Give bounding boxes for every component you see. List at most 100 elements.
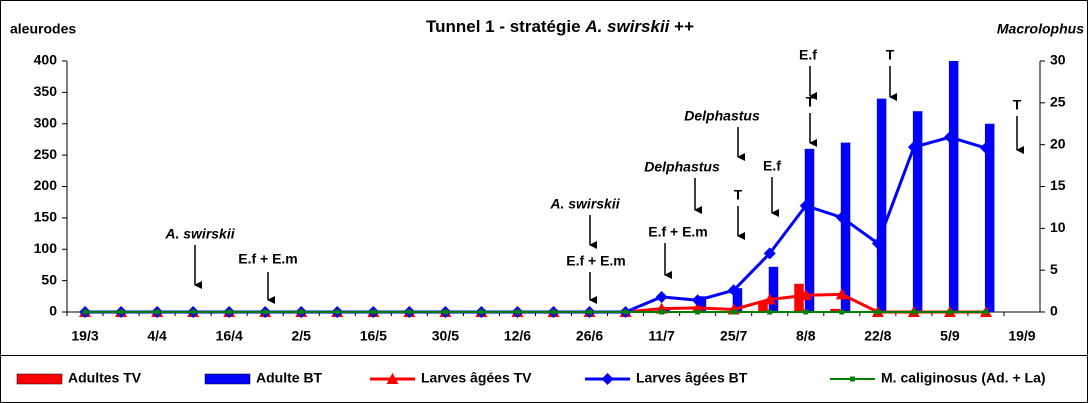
line-marker [370, 309, 376, 315]
annotation: A. swirskii [164, 226, 235, 242]
line-marker [190, 309, 196, 315]
line [85, 292, 986, 314]
x-tick-label: 25/7 [720, 328, 747, 344]
line-marker [334, 309, 340, 315]
line-marker [907, 141, 920, 154]
bar [948, 61, 959, 312]
line-marker [767, 309, 773, 315]
line-marker [623, 309, 629, 315]
chart-title: Tunnel 1 - stratégie A. swirskii ++ [426, 17, 694, 36]
line-marker [763, 247, 776, 260]
x-tick-label: 2/5 [292, 328, 312, 344]
annotation: E.f [763, 158, 781, 174]
line-marker [478, 309, 484, 315]
annotation: E.f + E.m [566, 253, 626, 269]
line-marker [587, 309, 593, 315]
annotation: Delphastus [644, 159, 720, 175]
legend-label: M. caliginosus (Ad. + La) [881, 370, 1046, 386]
annotation: E.f + E.m [238, 251, 298, 267]
y2-tick-label: 5 [1050, 261, 1058, 277]
y-tick-label: 0 [49, 303, 57, 319]
annotation: T [806, 94, 815, 110]
annotation: T [734, 187, 743, 203]
line-marker [262, 309, 268, 315]
line-marker [695, 309, 701, 315]
y2-tick-label: 15 [1050, 177, 1066, 193]
legend-label: Larves âgées BT [636, 370, 748, 386]
line-marker [655, 290, 668, 303]
line-marker [799, 289, 812, 301]
y-tick-label: 100 [34, 240, 58, 256]
y-tick-label: 200 [34, 177, 58, 193]
annotation: T [886, 47, 895, 63]
line-marker [983, 309, 989, 315]
bar [830, 308, 840, 312]
legend-marker [386, 373, 399, 384]
x-tick-label: 8/8 [796, 328, 816, 344]
line-marker [803, 309, 809, 315]
bar [912, 111, 923, 312]
bar [794, 283, 804, 312]
line-marker [835, 288, 848, 300]
bar [758, 302, 768, 312]
x-tick-label: 26/6 [576, 328, 603, 344]
annotation: E.f + E.m [648, 224, 708, 240]
annotation: T [1013, 97, 1022, 113]
y2-tick-label: 20 [1050, 135, 1066, 151]
y2-tick-label: 25 [1050, 94, 1066, 110]
line-marker [763, 293, 776, 305]
line [85, 135, 987, 314]
y-axis-title: aleurodes [10, 21, 76, 37]
line-marker [731, 309, 737, 315]
line-marker [406, 309, 412, 315]
line-marker [655, 302, 668, 314]
legend-marker [850, 376, 855, 382]
line-marker [691, 301, 704, 313]
line-marker [875, 309, 881, 315]
x-tick-label: 30/5 [432, 328, 459, 344]
x-tick-label: 11/7 [648, 328, 675, 344]
line-marker [871, 237, 884, 250]
bar [876, 98, 887, 313]
x-tick-label: 16/5 [360, 328, 387, 344]
bar [732, 288, 743, 312]
bar [696, 296, 707, 312]
annotation: Delphastus [684, 108, 760, 124]
line-marker [839, 309, 845, 315]
line-marker [947, 309, 953, 315]
annotation: E.f [799, 47, 817, 63]
line-marker [727, 284, 740, 297]
line-marker [799, 199, 812, 212]
x-tick-label: 12/6 [504, 328, 531, 344]
line-marker [82, 309, 88, 315]
annotation: A. swirskii [549, 196, 620, 212]
y-tick-label: 50 [41, 271, 57, 287]
legend-swatch [16, 373, 63, 385]
line-marker [551, 309, 556, 315]
line-marker [118, 309, 124, 315]
y2-tick-label: 10 [1050, 219, 1066, 235]
line-marker [911, 309, 917, 315]
y-tick-label: 300 [34, 114, 58, 130]
line-marker [979, 142, 992, 155]
line-marker [298, 309, 304, 315]
line-marker [154, 309, 160, 315]
x-tick-label: 22/8 [864, 328, 891, 344]
y2-axis-title: Macrolophus [997, 21, 1084, 37]
legend-label: Adultes TV [68, 370, 142, 386]
line-marker [659, 309, 665, 315]
x-tick-label: 4/4 [147, 328, 167, 344]
x-tick-label: 19/9 [1008, 328, 1035, 344]
x-tick-label: 5/9 [940, 328, 960, 344]
bar [768, 266, 779, 312]
x-tick-label: 16/4 [216, 328, 243, 344]
line-marker [943, 131, 956, 144]
bar [840, 142, 851, 312]
bar [984, 123, 995, 312]
legend-label: Adulte BT [256, 370, 323, 386]
line-marker [835, 211, 848, 224]
line-marker [442, 309, 448, 315]
y2-tick-label: 30 [1050, 52, 1066, 68]
line-marker [691, 294, 704, 307]
